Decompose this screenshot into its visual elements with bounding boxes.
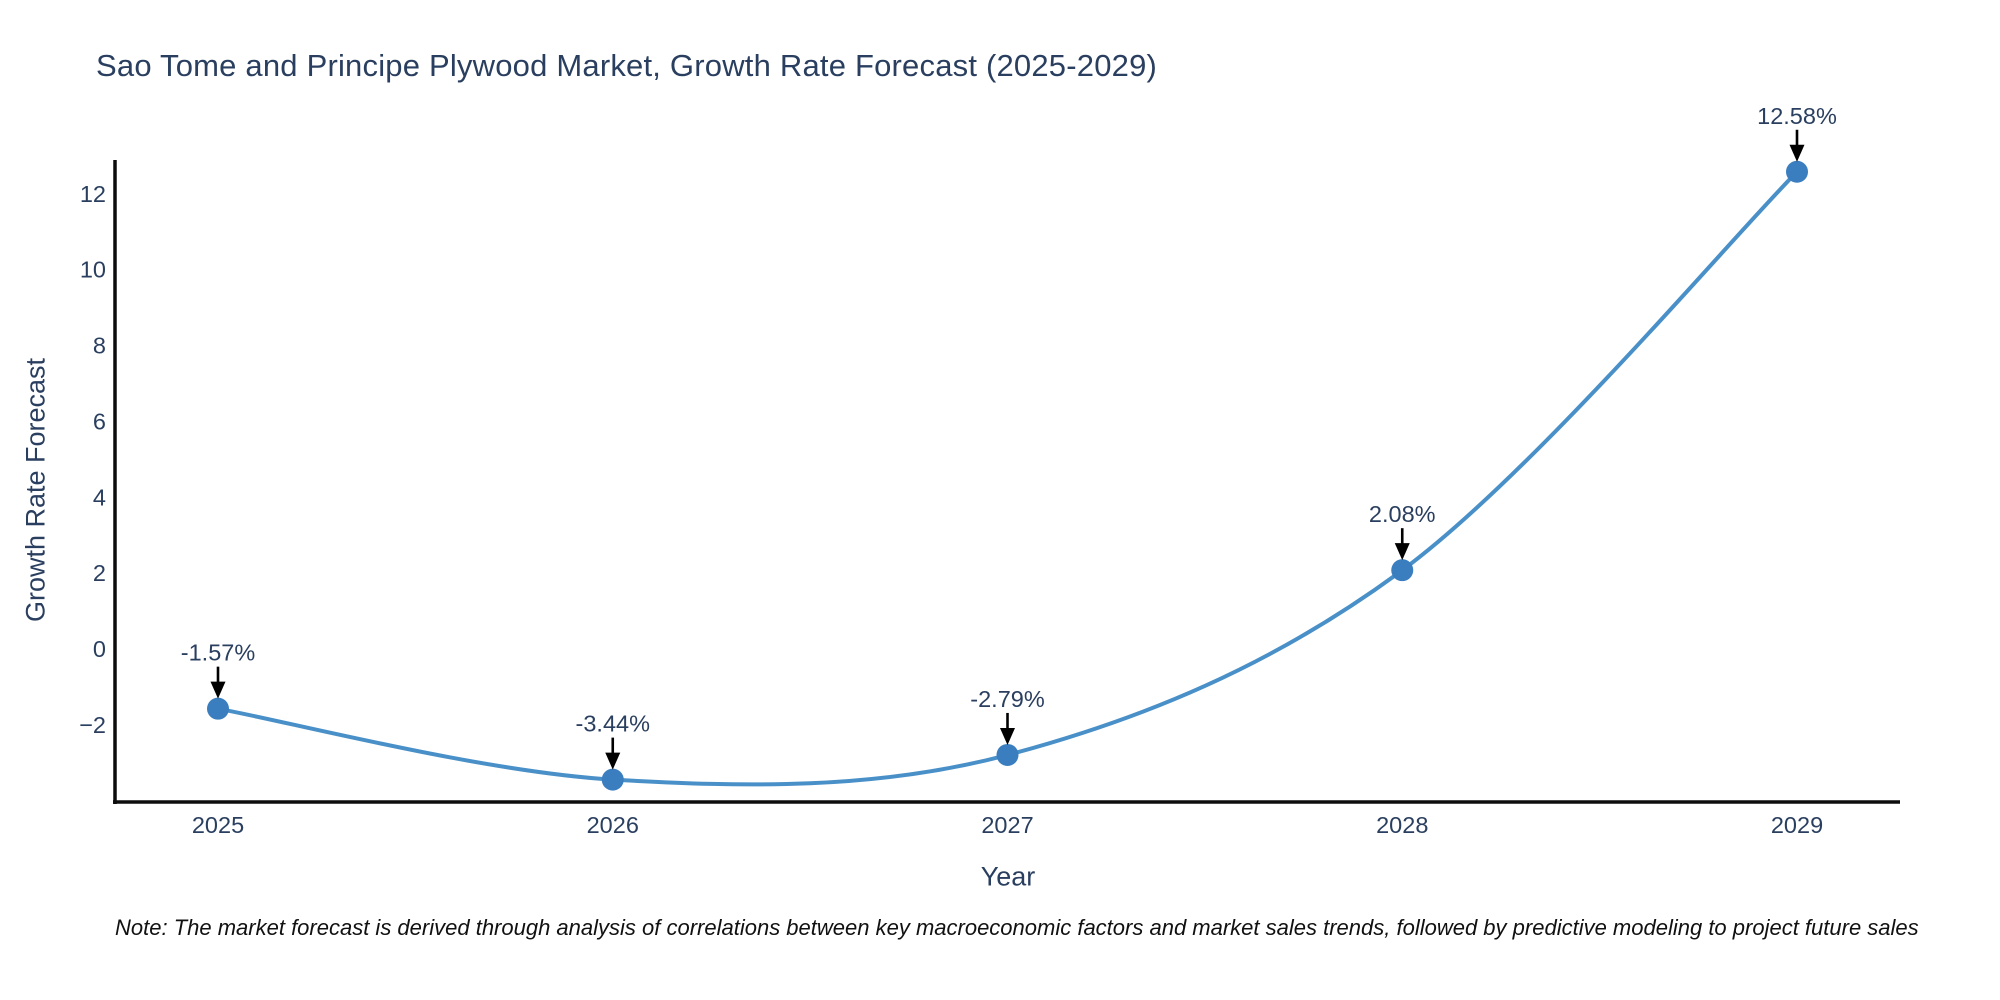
x-tick-label: 2025 — [192, 812, 244, 838]
x-axis-title: Year — [980, 861, 1036, 892]
y-tick-label: 2 — [93, 560, 106, 586]
y-tick-label: 6 — [93, 408, 106, 434]
annotation-arrow-head — [1394, 543, 1410, 561]
y-tick-label: 0 — [93, 636, 106, 662]
annotation-arrow-head — [1000, 727, 1015, 745]
point-annotation-label: -1.57% — [181, 640, 256, 666]
y-axis-title: Growth Rate Forecast — [20, 357, 51, 623]
y-tick-label: 4 — [93, 484, 106, 510]
y-tick-label: −2 — [79, 712, 106, 738]
trend-line — [217, 170, 1799, 787]
data-point-marker — [996, 743, 1019, 766]
x-tick-label: 2026 — [587, 812, 639, 838]
annotation-arrow-head — [210, 681, 226, 699]
y-tick-label: 12 — [80, 181, 106, 207]
footnote: Note: The market forecast is derived thr… — [115, 915, 1919, 940]
point-annotation-label: -2.79% — [970, 686, 1045, 712]
point-annotation-label: 2.08% — [1369, 501, 1436, 527]
data-point-marker — [1786, 160, 1808, 183]
data-point-marker — [1391, 559, 1414, 582]
y-tick-label: 10 — [80, 257, 106, 283]
x-tick-label: 2028 — [1376, 812, 1428, 838]
annotation-arrow-head — [1789, 144, 1805, 162]
point-annotation-label: 12.58% — [1757, 103, 1837, 129]
x-tick-label: 2029 — [1771, 812, 1823, 838]
chart-title: Sao Tome and Principe Plywood Market, Gr… — [96, 48, 1158, 83]
annotation-arrow-head — [605, 752, 621, 770]
data-point-marker — [207, 697, 229, 720]
point-annotation-label: -3.44% — [576, 711, 651, 737]
data-point-marker — [601, 768, 624, 791]
x-tick-label: 2027 — [981, 812, 1033, 838]
y-tick-label: 8 — [93, 333, 106, 359]
